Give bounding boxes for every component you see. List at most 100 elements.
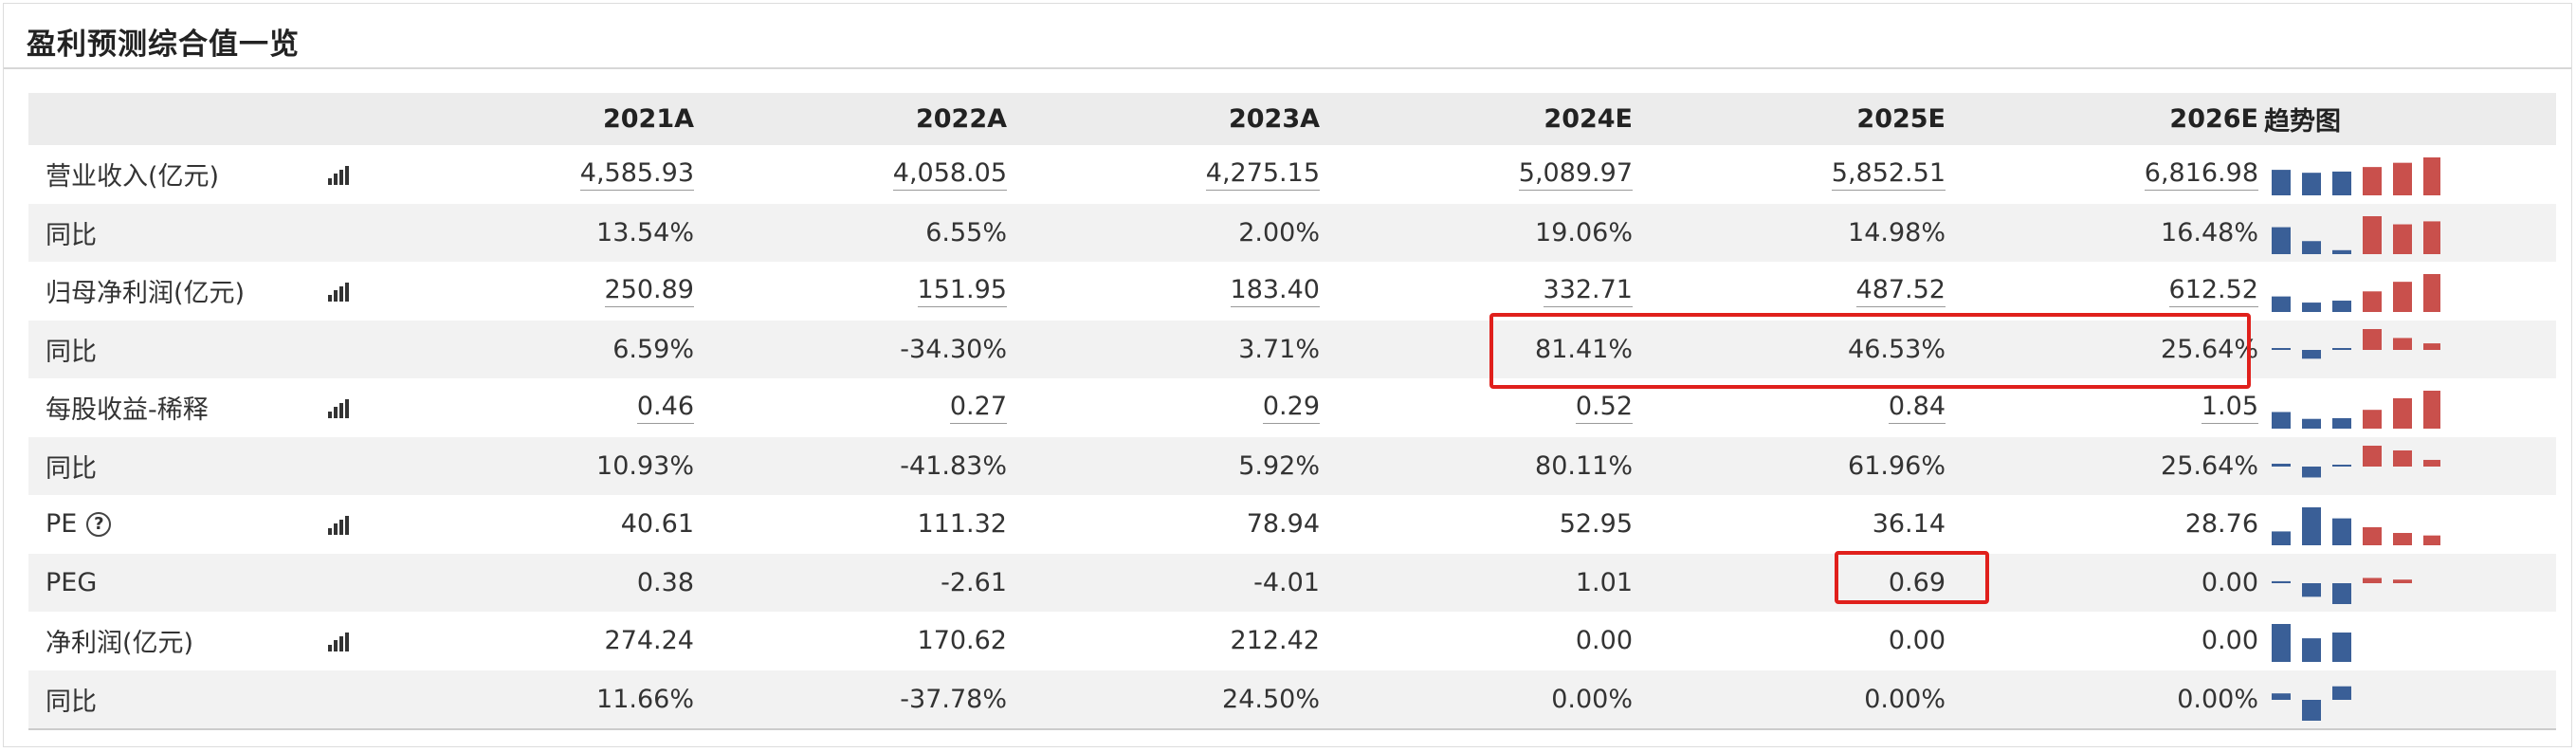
value-cell-2025E[interactable]: 0.84 <box>1699 378 1946 437</box>
value-cell-2026E[interactable]: 612.52 <box>2012 262 2258 321</box>
bar-chart-icon[interactable] <box>326 612 351 670</box>
trend-bar <box>2272 624 2291 662</box>
value-text[interactable]: 6,816.98 <box>2144 158 2258 191</box>
value-cell-2026E[interactable]: 6,816.98 <box>2012 145 2258 204</box>
row-label-text: 每股收益-稀释 <box>46 395 209 426</box>
table-row: 同比 11.66% -37.78% 24.50% 0.00% 0.00% 0.00% <box>28 669 2556 729</box>
value-text[interactable]: 0.84 <box>1888 392 1946 424</box>
value-text[interactable]: 5,089.97 <box>1518 158 1633 191</box>
value-cell-2022A: -34.30% <box>760 321 1007 379</box>
trend-bar <box>2332 347 2351 350</box>
row-label-text: 同比 <box>46 337 97 367</box>
value-cell-2021A: 274.24 <box>448 612 694 670</box>
trend-bar <box>2302 582 2321 596</box>
value-cell-2022A: -37.78% <box>760 670 1007 729</box>
value-text: 0.38 <box>636 567 694 597</box>
trend-bar <box>2393 449 2412 467</box>
value-text[interactable]: 0.52 <box>1575 392 1633 424</box>
trend-bar <box>2332 464 2351 467</box>
value-cell-2022A[interactable]: 0.27 <box>760 378 1007 437</box>
bar-chart-icon[interactable] <box>326 262 351 321</box>
value-text: 14.98% <box>1848 217 1946 248</box>
value-text[interactable]: 183.40 <box>1230 275 1320 307</box>
value-cell-2021A[interactable]: 0.46 <box>448 378 694 437</box>
value-text[interactable]: 250.89 <box>604 275 694 307</box>
value-cell-2026E: 25.64% <box>2012 437 2258 496</box>
row-label-text: 归母净利润(亿元) <box>46 279 246 309</box>
trend-bar <box>2393 337 2412 350</box>
value-text: 61.96% <box>1848 450 1946 481</box>
column-header-2026E: 2026E <box>2169 104 2258 134</box>
value-cell-2025E[interactable]: 5,852.51 <box>1699 145 1946 204</box>
value-cell-2025E: 61.96% <box>1699 437 1946 496</box>
trend-bar <box>2332 249 2351 254</box>
value-text[interactable]: 4,585.93 <box>579 158 694 191</box>
trend-bar <box>2332 171 2351 195</box>
help-icon[interactable]: ? <box>86 511 112 537</box>
value-cell-2022A[interactable]: 151.95 <box>760 262 1007 321</box>
row-label: PEG <box>46 554 97 613</box>
panel-title: 盈利预测综合值一览 <box>27 28 300 62</box>
value-text: -34.30% <box>900 334 1007 364</box>
value-cell-2025E: 36.14 <box>1699 495 1946 554</box>
value-text: 212.42 <box>1230 626 1320 656</box>
value-cell-2024E[interactable]: 5,089.97 <box>1386 145 1633 204</box>
value-text[interactable]: 0.29 <box>1262 392 1320 424</box>
value-text[interactable]: 4,058.05 <box>892 158 1007 191</box>
value-cell-2024E: 52.95 <box>1386 495 1633 554</box>
value-text: -4.01 <box>1253 567 1320 597</box>
value-cell-2021A[interactable]: 4,585.93 <box>448 145 694 204</box>
trend-bar <box>2332 633 2351 662</box>
value-text: 0.00% <box>1551 684 1633 714</box>
value-text[interactable]: 1.05 <box>2201 392 2258 424</box>
value-cell-2026E[interactable]: 1.05 <box>2012 378 2258 437</box>
value-text[interactable]: 4,275.15 <box>1205 158 1320 191</box>
value-text[interactable]: 0.27 <box>949 392 1007 424</box>
bar-chart-icon[interactable] <box>326 145 351 204</box>
value-cell-2026E: 28.76 <box>2012 495 2258 554</box>
trend-sparkline <box>2270 554 2440 613</box>
trend-bar <box>2393 162 2412 195</box>
value-cell-2023A[interactable]: 4,275.15 <box>1073 145 1320 204</box>
value-text[interactable]: 332.71 <box>1543 275 1633 307</box>
value-text: 25.64% <box>2161 450 2258 481</box>
value-text[interactable]: 0.46 <box>636 392 694 424</box>
value-text: 3.71% <box>1238 334 1320 364</box>
value-cell-2024E[interactable]: 0.52 <box>1386 378 1633 437</box>
value-cell-2022A[interactable]: 4,058.05 <box>760 145 1007 204</box>
value-text[interactable]: 487.52 <box>1855 275 1946 307</box>
trend-sparkline <box>2270 204 2442 263</box>
value-text: 40.61 <box>620 509 694 540</box>
value-text: 24.50% <box>1222 684 1320 714</box>
value-cell-2023A[interactable]: 183.40 <box>1073 262 1320 321</box>
table-row: 营业收入(亿元) 4,585.93 4,058.05 4,275.15 5,089.97… <box>28 145 2556 204</box>
value-text[interactable]: 151.95 <box>917 275 1007 307</box>
value-text: 80.11% <box>1535 450 1633 481</box>
value-cell-2021A[interactable]: 250.89 <box>448 262 694 321</box>
row-label: 营业收入(亿元) <box>46 145 219 204</box>
row-label-text: PEG <box>46 567 98 597</box>
row-label: 净利润(亿元) <box>46 612 193 670</box>
trend-bar <box>2363 167 2382 195</box>
row-label: 同比 <box>46 437 97 496</box>
value-cell-2024E[interactable]: 332.71 <box>1386 262 1633 321</box>
column-header-2022A: 2022A <box>915 104 1007 134</box>
forecast-panel: 盈利预测综合值一览 2021A 2022A 2023A 2024E 2025E … <box>3 3 2572 747</box>
table-row: 每股收益-稀释 0.46 0.27 0.29 0.52 0.84 1.05 <box>28 378 2556 437</box>
value-text[interactable]: 5,852.51 <box>1831 158 1946 191</box>
value-cell-2025E[interactable]: 487.52 <box>1699 262 1946 321</box>
row-label-text: 同比 <box>46 453 97 484</box>
trend-bar <box>2393 398 2412 429</box>
value-cell-2023A: 2.00% <box>1073 204 1320 263</box>
trend-bar <box>2302 507 2321 545</box>
column-header-2025E: 2025E <box>1856 104 1946 134</box>
value-text[interactable]: 612.52 <box>2168 275 2258 307</box>
table-row: PE? 40.61 111.32 78.94 52.95 36.14 28.76 <box>28 495 2556 554</box>
value-text: 170.62 <box>917 626 1007 656</box>
bar-chart-icon[interactable] <box>326 378 351 437</box>
value-cell-2026E: 0.00 <box>2012 554 2258 613</box>
bar-chart-icon[interactable] <box>326 495 351 554</box>
value-cell-2023A[interactable]: 0.29 <box>1073 378 1320 437</box>
row-label: 同比 <box>46 204 97 263</box>
value-cell-2026E: 0.00% <box>2012 670 2258 729</box>
